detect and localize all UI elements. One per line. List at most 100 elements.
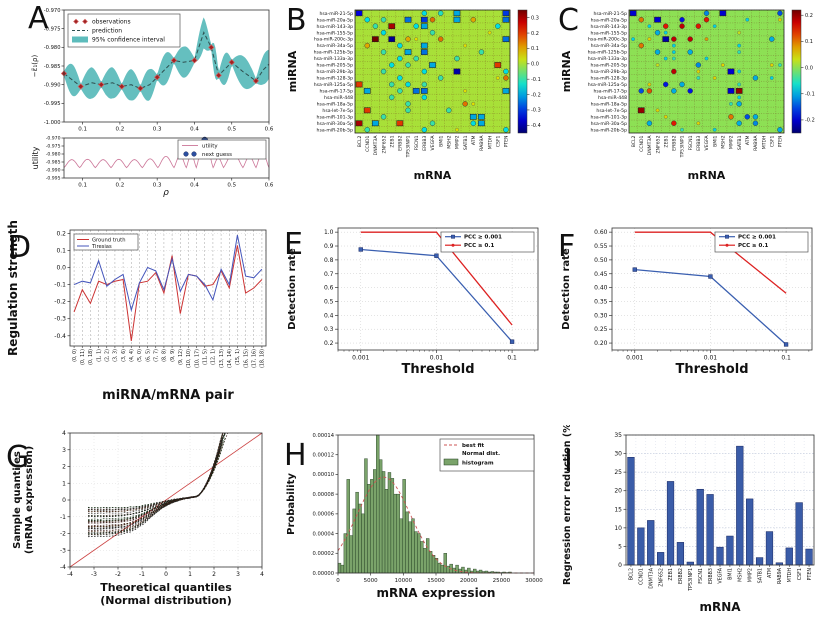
svg-text:mRNA: mRNA xyxy=(688,169,726,182)
svg-text:0.6: 0.6 xyxy=(265,127,274,133)
svg-text:2: 2 xyxy=(212,571,216,578)
svg-text:0.2: 0.2 xyxy=(116,127,125,133)
panel-g: G -4 -3 -2 -1 0 1 2 3 4 -4 -3 -2 -1 0 1 2 3 4 Theoretical … xyxy=(6,425,278,625)
svg-text:(5, 0): (5, 0) xyxy=(137,349,143,362)
svg-text:-0.3: -0.3 xyxy=(54,316,66,323)
svg-text:(10, 17): (10, 17) xyxy=(194,349,200,368)
svg-text:0.0: 0.0 xyxy=(531,62,539,68)
svg-text:(17, 16): (17, 16) xyxy=(251,349,257,368)
svg-text:prediction: prediction xyxy=(92,28,122,35)
svg-text:PCC ≥ 0.001: PCC ≥ 0.001 xyxy=(464,235,502,241)
svg-text:Probability: Probability xyxy=(286,473,297,535)
svg-text:-0.990: -0.990 xyxy=(46,168,61,174)
svg-text:MMP2: MMP2 xyxy=(455,135,461,149)
svg-text:hsa-miR-133a-3p: hsa-miR-133a-3p xyxy=(588,56,627,62)
svg-text:0.50: 0.50 xyxy=(594,257,608,264)
heatmap: hsa-miR-21-5phsa-miR-20a-5phsa-miR-143-3… xyxy=(286,9,541,182)
svg-text:5000: 5000 xyxy=(364,578,378,584)
svg-text:0.2: 0.2 xyxy=(805,13,813,19)
svg-text:25000: 25000 xyxy=(493,578,511,584)
svg-text:hsa-miR-125b-5p: hsa-miR-125b-5p xyxy=(588,50,627,56)
svg-text:0.1: 0.1 xyxy=(781,355,791,362)
svg-text:hsa-miR-200c-3p: hsa-miR-200c-3p xyxy=(314,37,353,43)
svg-text:1: 1 xyxy=(188,571,192,578)
svg-text:ZEB1: ZEB1 xyxy=(663,135,669,147)
svg-text:hsa-miR-20b-5p: hsa-miR-20b-5p xyxy=(317,127,354,133)
svg-text:0.20: 0.20 xyxy=(594,340,608,347)
detection-plot: 0.001 0.01 0.1 1.0 0.9 0.8 0.7 0.6 0.5 0.4 0.3 0.2 P… xyxy=(287,227,539,377)
svg-text:ATM: ATM xyxy=(745,135,751,145)
svg-text:ERBB2: ERBB2 xyxy=(672,135,678,150)
regulation-plot: 0.2 0.1 0.0 -0.1 -0.2 -0.3 -0.4 (0, 0) (0, 11) (0… xyxy=(6,220,267,403)
panel-d-letter: D xyxy=(8,230,32,265)
svg-text:0.00006: 0.00006 xyxy=(313,512,334,518)
svg-text:0.45: 0.45 xyxy=(594,271,608,278)
svg-text:0.5: 0.5 xyxy=(227,127,236,133)
svg-text:-0.990: -0.990 xyxy=(44,82,61,88)
svg-text:0.00002: 0.00002 xyxy=(313,551,334,557)
svg-text:ZNF652: ZNF652 xyxy=(658,568,664,587)
svg-text:MMP2: MMP2 xyxy=(747,568,753,582)
svg-text:0.3: 0.3 xyxy=(153,183,162,189)
svg-text:-2: -2 xyxy=(115,571,121,578)
svg-text:0.5: 0.5 xyxy=(324,298,334,305)
svg-text:(1, 1): (1, 1) xyxy=(96,349,102,362)
svg-text:hsa-miR-18a-5p: hsa-miR-18a-5p xyxy=(591,101,627,107)
svg-text:(3, 3): (3, 3) xyxy=(113,349,119,362)
detection-plot: 0.001 0.01 0.1 0.60 0.55 0.50 0.45 0.40 0.35 0.30… xyxy=(561,227,813,377)
svg-text:PTEN: PTEN xyxy=(778,136,784,148)
svg-text:hsa-miR-448: hsa-miR-448 xyxy=(324,95,353,101)
svg-text:ZEB1: ZEB1 xyxy=(668,568,674,581)
svg-text:mRNA expression: mRNA expression xyxy=(377,586,496,600)
svg-text:(7, 7): (7, 7) xyxy=(153,349,159,362)
svg-text:0.8: 0.8 xyxy=(324,257,334,264)
svg-text:ZEB1: ZEB1 xyxy=(389,135,395,147)
svg-text:0: 0 xyxy=(62,497,66,504)
svg-text:Theoretical quantiles: Theoretical quantiles xyxy=(100,581,232,594)
svg-text:hsa-miR-34a-5p: hsa-miR-34a-5p xyxy=(317,43,353,49)
svg-text:-3: -3 xyxy=(91,571,97,578)
svg-text:0.00014: 0.00014 xyxy=(313,433,335,439)
panel-b-letter: B xyxy=(286,3,307,38)
svg-text:30000: 30000 xyxy=(525,578,543,584)
svg-text:hsa-miR-200c-3p: hsa-miR-200c-3p xyxy=(588,37,627,43)
svg-text:MSH2: MSH2 xyxy=(447,135,453,148)
svg-text:VEGFA: VEGFA xyxy=(430,135,436,151)
svg-text:Regulation strength: Regulation strength xyxy=(6,220,20,356)
svg-text:hsa-miR-17-5p: hsa-miR-17-5p xyxy=(319,89,353,95)
svg-text:0.00004: 0.00004 xyxy=(313,531,335,537)
svg-text:CCND1: CCND1 xyxy=(365,135,371,151)
svg-text:0.4: 0.4 xyxy=(324,312,334,319)
panel-h: H 0 5000 10000 15000 20000 25000 30000 0.00014 0… xyxy=(282,425,550,625)
svg-text:hsa-miR-30a-5p: hsa-miR-30a-5p xyxy=(591,121,627,127)
panel-h-letter: H xyxy=(284,438,307,473)
svg-text:(15, 1): (15, 1) xyxy=(235,349,241,365)
svg-text:0.1: 0.1 xyxy=(507,355,517,362)
svg-text:0.01: 0.01 xyxy=(704,355,718,362)
svg-text:(18, 18): (18, 18) xyxy=(260,349,266,368)
svg-text:-0.980: -0.980 xyxy=(46,152,61,158)
svg-text:hsa-let-7e-5p: hsa-let-7e-5p xyxy=(322,108,353,114)
qq-plot: -4 -3 -2 -1 0 1 2 3 4 -4 -3 -2 -1 0 1 2 3 4 Theoretical qu… xyxy=(12,430,264,607)
panel-d: D 0.2 0.1 0.0 -0.1 -0.2 -0.3 -0.4 (0, 0) (0, 11)… xyxy=(6,218,278,403)
svg-text:hsa-miR-125a-5p: hsa-miR-125a-5p xyxy=(588,82,627,88)
svg-text:0.9: 0.9 xyxy=(324,243,334,250)
svg-text:-0.2: -0.2 xyxy=(54,299,66,306)
svg-text:miRNA: miRNA xyxy=(560,50,573,92)
svg-text:0.40: 0.40 xyxy=(594,285,608,292)
svg-text:ERBB3: ERBB3 xyxy=(422,135,428,150)
svg-text:0.35: 0.35 xyxy=(594,298,608,305)
svg-text:-0.1: -0.1 xyxy=(805,92,815,98)
svg-text:best fit: best fit xyxy=(462,443,485,449)
svg-text:CSF1: CSF1 xyxy=(495,135,501,147)
svg-text:BCL2: BCL2 xyxy=(631,135,637,147)
svg-text:(11, 5): (11, 5) xyxy=(202,349,208,365)
svg-text:20: 20 xyxy=(614,488,622,495)
svg-text:hsa-let-7e-5p: hsa-let-7e-5p xyxy=(596,108,627,114)
svg-text:DNMT3A: DNMT3A xyxy=(648,567,654,588)
svg-text:-1: -1 xyxy=(60,514,66,521)
svg-text:-0.995: -0.995 xyxy=(46,176,61,182)
svg-text:-0.4: -0.4 xyxy=(531,123,541,129)
svg-text:0.6: 0.6 xyxy=(324,285,334,292)
svg-text:95% confidence interval: 95% confidence interval xyxy=(92,37,165,44)
